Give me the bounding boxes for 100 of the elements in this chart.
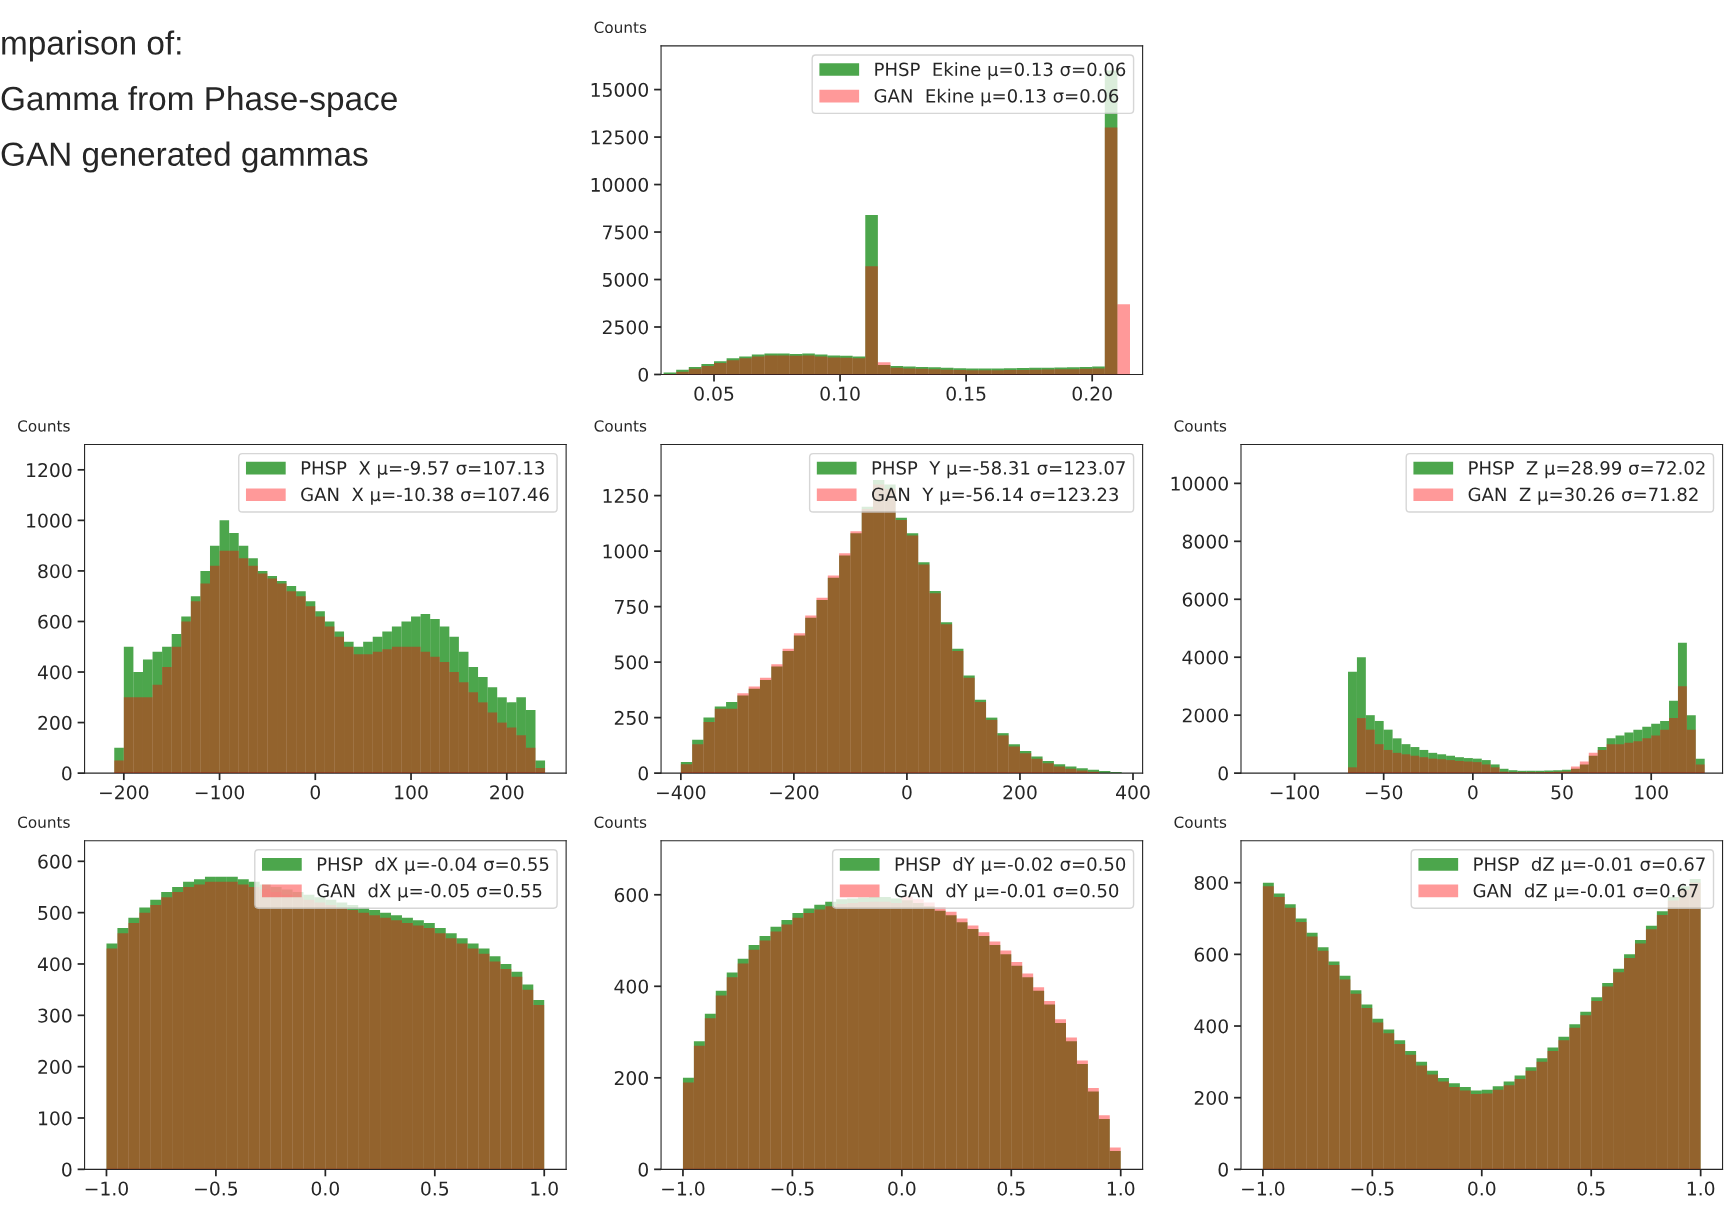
x-tick-label: −100 xyxy=(195,785,245,800)
legend-label: GAN Y μ=-56.14 σ=123.23 xyxy=(872,487,1118,505)
y-tick-label: 200 xyxy=(1194,1090,1228,1106)
y-axis-title: Counts xyxy=(18,816,70,828)
legend-label: PHSP Ekine μ=0.13 σ=0.06 xyxy=(875,62,1126,80)
y-tick-label: 800 xyxy=(38,564,72,579)
x-tick-label: −1.0 xyxy=(85,1181,128,1196)
legend-label: GAN Ekine μ=0.13 σ=0.06 xyxy=(874,88,1119,107)
y-tick-label: 5000 xyxy=(602,272,649,287)
legend-label: GAN dZ μ=-0.01 σ=0.67 xyxy=(1473,883,1698,901)
x-tick-label: 0 xyxy=(1468,785,1478,800)
y-tick-label: 100 xyxy=(39,1111,72,1126)
y-axis-title: Counts xyxy=(1174,816,1227,828)
x-tick-label: 50 xyxy=(1551,785,1573,800)
y-tick-label: 1250 xyxy=(603,488,649,503)
text: mparison of: xyxy=(2,30,181,62)
x-tick-label: 0.0 xyxy=(1468,1181,1496,1196)
legend-label: PHSP dZ μ=-0.01 σ=0.67 xyxy=(1474,857,1705,875)
x-tick-label: 1.0 xyxy=(1107,1181,1135,1196)
y-tick-label: 0 xyxy=(62,766,72,781)
x-tick-label: 0 xyxy=(902,785,912,800)
x-tick-label: −200 xyxy=(770,785,819,800)
y-tick-label: 1000 xyxy=(27,513,72,528)
legend-label: PHSP X μ=-9.57 σ=107.13 xyxy=(301,461,544,479)
y-tick-label: 400 xyxy=(37,665,72,680)
y-tick-label: 500 xyxy=(614,655,649,670)
y-tick-label: 6000 xyxy=(1182,592,1228,607)
y-tick-label: 10000 xyxy=(591,177,649,192)
text: GAN generated gammas xyxy=(1,141,368,173)
x-tick-label: 0.20 xyxy=(1072,386,1112,401)
y-tick-label: 800 xyxy=(1194,875,1228,891)
y-tick-label: 2000 xyxy=(1182,708,1228,723)
y-tick-label: 1000 xyxy=(603,544,649,559)
x-tick-label: 0.15 xyxy=(946,386,986,401)
x-tick-label: 0.0 xyxy=(311,1181,340,1196)
x-tick-label: 0.10 xyxy=(820,386,860,401)
y-tick-label: 600 xyxy=(38,854,72,869)
x-tick-label: 0.0 xyxy=(888,1181,916,1196)
y-axis-title: Counts xyxy=(1174,420,1227,432)
y-tick-label: 400 xyxy=(1194,1019,1228,1034)
legend-label: GAN dX μ=-0.05 σ=0.55 xyxy=(317,883,542,901)
x-tick-label: 100 xyxy=(1635,785,1668,800)
x-tick-label: −0.5 xyxy=(771,1181,814,1196)
y-tick-label: 7500 xyxy=(603,225,649,240)
x-tick-label: 1.0 xyxy=(1687,1181,1715,1196)
x-tick-label: 0.05 xyxy=(694,386,734,401)
y-axis-title: Counts xyxy=(594,816,647,828)
x-tick-label: −100 xyxy=(1270,785,1319,800)
y-axis-title: Counts xyxy=(594,21,647,34)
y-tick-label: 600 xyxy=(38,614,72,629)
y-tick-label: 12500 xyxy=(591,130,649,145)
y-tick-label: 1200 xyxy=(27,463,72,478)
y-tick-label: 2500 xyxy=(602,320,649,335)
y-tick-label: 750 xyxy=(615,599,649,614)
legend-label: PHSP Y μ=-58.31 σ=123.07 xyxy=(872,461,1125,479)
x-tick-label: −400 xyxy=(657,785,706,800)
y-tick-label: 300 xyxy=(38,1008,72,1023)
y-tick-label: 500 xyxy=(38,905,72,921)
y-tick-label: 400 xyxy=(614,979,649,994)
x-tick-label: −0.5 xyxy=(1351,1181,1394,1196)
x-tick-label: 1.0 xyxy=(531,1181,558,1196)
x-tick-label: −200 xyxy=(100,785,149,800)
y-tick-label: 200 xyxy=(38,715,72,730)
y-tick-label: 600 xyxy=(614,887,649,903)
x-tick-label: 100 xyxy=(395,785,428,800)
legend-label: PHSP Z μ=28.99 σ=72.02 xyxy=(1469,461,1705,479)
y-tick-label: 200 xyxy=(38,1059,72,1075)
x-tick-label: 0 xyxy=(310,785,321,800)
y-tick-label: 0 xyxy=(638,367,649,382)
y-tick-label: 0 xyxy=(638,1162,649,1177)
y-tick-label: 15000 xyxy=(591,82,649,97)
y-tick-label: 0 xyxy=(62,1162,72,1177)
text: Gamma from Phase-space xyxy=(1,85,397,118)
x-tick-label: 0.5 xyxy=(421,1181,449,1196)
y-tick-label: 200 xyxy=(614,1071,649,1086)
x-tick-label: 0.5 xyxy=(1577,1181,1605,1196)
y-tick-label: 0 xyxy=(638,766,649,781)
x-tick-label: 200 xyxy=(1003,785,1037,800)
legend-label: GAN dY μ=-0.01 σ=0.50 xyxy=(895,883,1119,901)
x-tick-label: −1.0 xyxy=(662,1181,705,1196)
x-tick-label: 400 xyxy=(1116,785,1150,800)
legend-label: GAN X μ=-10.38 σ=107.46 xyxy=(301,487,549,505)
y-tick-label: 0 xyxy=(1218,766,1228,781)
y-tick-label: 400 xyxy=(37,957,72,972)
x-tick-label: −0.5 xyxy=(195,1181,238,1196)
x-tick-label: −1.0 xyxy=(1242,1181,1285,1196)
legend-label: GAN Z μ=30.26 σ=71.82 xyxy=(1468,487,1698,505)
legend-label: PHSP dY μ=-0.02 σ=0.50 xyxy=(895,857,1126,875)
y-tick-label: 4000 xyxy=(1182,650,1228,665)
x-tick-label: 200 xyxy=(490,785,524,800)
y-axis-title: Counts xyxy=(594,420,647,432)
y-tick-label: 600 xyxy=(1194,947,1228,962)
y-tick-label: 250 xyxy=(614,710,649,726)
x-tick-label: 0.5 xyxy=(997,1181,1025,1196)
y-axis-title: Counts xyxy=(18,420,70,432)
legend-label: PHSP dX μ=-0.04 σ=0.55 xyxy=(317,857,549,875)
x-tick-label: −50 xyxy=(1365,785,1403,800)
y-tick-label: 10000 xyxy=(1171,476,1228,491)
y-tick-label: 8000 xyxy=(1182,534,1228,549)
y-tick-label: 0 xyxy=(1218,1162,1228,1177)
